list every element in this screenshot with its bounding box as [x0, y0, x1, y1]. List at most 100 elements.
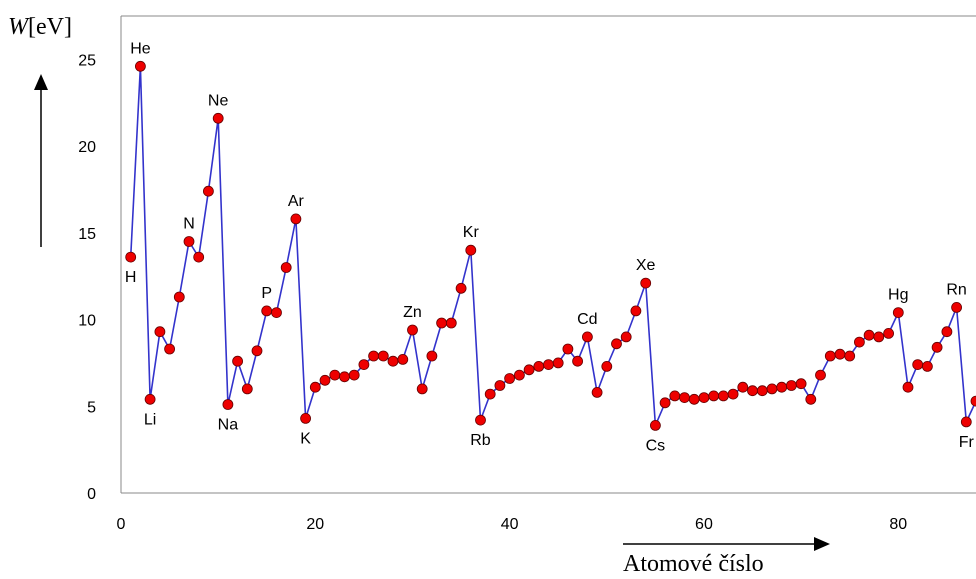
data-point: [348, 369, 360, 381]
data-point: [445, 317, 457, 329]
data-point: [173, 291, 185, 303]
x-tick-label: 40: [501, 516, 519, 533]
element-label: Li: [144, 411, 156, 428]
series-line: [129, 65, 976, 427]
element-label: N: [183, 215, 195, 232]
y-axis-title-text: W[eV]: [8, 14, 72, 40]
x-arrow-head: [814, 537, 830, 551]
y-axis-title: W[eV]: [8, 14, 72, 40]
data-point: [387, 355, 399, 367]
data-point: [523, 364, 535, 376]
data-point: [611, 338, 622, 350]
data-point: [222, 399, 234, 410]
element-label: Zn: [403, 304, 422, 321]
y-arrow-head: [34, 74, 48, 90]
data-point: [407, 324, 418, 336]
data-point: [134, 60, 146, 72]
data-point: [193, 251, 205, 263]
x-axis-arrow: [623, 537, 830, 551]
element-label: Kr: [463, 224, 480, 241]
data-point: [815, 369, 826, 381]
data-point: [640, 277, 652, 289]
data-point: [756, 385, 768, 397]
element-label: Xe: [636, 257, 656, 274]
data-point: [475, 414, 486, 426]
data-point: [368, 350, 380, 362]
data-point: [125, 251, 137, 263]
data-point: [241, 383, 253, 395]
data-point: [591, 386, 603, 398]
data-point: [504, 373, 516, 384]
data-point: [630, 305, 642, 317]
data-point: [669, 390, 681, 402]
data-point: [688, 393, 700, 405]
data-point: [426, 350, 438, 362]
y-tick-label: 15: [78, 226, 96, 243]
data-point: [261, 305, 273, 317]
data-point: [708, 390, 720, 402]
data-point: [805, 393, 817, 405]
data-point: [309, 381, 321, 393]
data-point: [941, 326, 953, 338]
element-label: H: [125, 269, 137, 286]
data-point: [834, 348, 846, 360]
data-point: [183, 236, 195, 247]
data-point: [144, 393, 156, 405]
data-point: [154, 326, 166, 338]
data-point: [931, 341, 943, 353]
data-point: [212, 112, 224, 124]
data-point: [436, 317, 448, 329]
data-point: [300, 412, 312, 424]
data-point: [416, 383, 428, 395]
y-tick-label: 0: [87, 486, 96, 503]
element-label: Rb: [470, 432, 491, 449]
element-label: He: [130, 40, 151, 57]
element-label: Cd: [577, 311, 597, 328]
data-point: [601, 360, 613, 372]
data-point: [562, 343, 574, 355]
element-label: Rn: [946, 281, 966, 298]
data-point: [659, 397, 671, 409]
data-point: [766, 383, 778, 395]
x-tick-label: 0: [117, 516, 126, 533]
data-point: [397, 353, 409, 365]
x-tick-label: 60: [695, 516, 713, 533]
data-point: [280, 262, 292, 273]
data-point: [232, 355, 244, 367]
data-point: [922, 360, 933, 372]
data-point: [319, 374, 331, 386]
element-annotations: H He Li N Ne Na P Ar K Zn Kr Rb Cd Xe Cs Hg Rn Fr: [125, 40, 975, 454]
data-point: [494, 380, 506, 391]
data-point: [892, 307, 904, 319]
data-point: [290, 213, 302, 225]
data-point: [329, 369, 341, 381]
data-point: [650, 419, 661, 431]
element-label: Ne: [208, 92, 229, 109]
data-point: [863, 329, 875, 341]
data-point: [455, 282, 467, 294]
data-point: [251, 345, 263, 357]
element-label: Ar: [288, 193, 305, 210]
element-label: P: [261, 285, 272, 302]
data-point: [514, 369, 525, 381]
data-point: [912, 359, 924, 371]
data-point: [582, 331, 593, 343]
data-point: [202, 185, 214, 197]
data-point: [786, 380, 797, 391]
x-tick-label: 80: [889, 516, 907, 533]
data-point: [951, 301, 962, 313]
element-label: Na: [218, 417, 239, 434]
data-point: [854, 336, 865, 348]
y-tick-labels: 0 5 10 15 20 25: [78, 52, 96, 503]
element-label: K: [300, 430, 311, 447]
data-point: [358, 359, 370, 371]
data-point: [970, 395, 976, 407]
data-point: [164, 343, 176, 355]
data-point: [377, 350, 389, 362]
data-point: [572, 355, 583, 367]
y-tick-label: 20: [78, 139, 96, 156]
y-tick-label: 5: [87, 399, 96, 416]
y-axis-variable: W: [8, 14, 30, 40]
y-tick-label: 25: [78, 52, 96, 69]
